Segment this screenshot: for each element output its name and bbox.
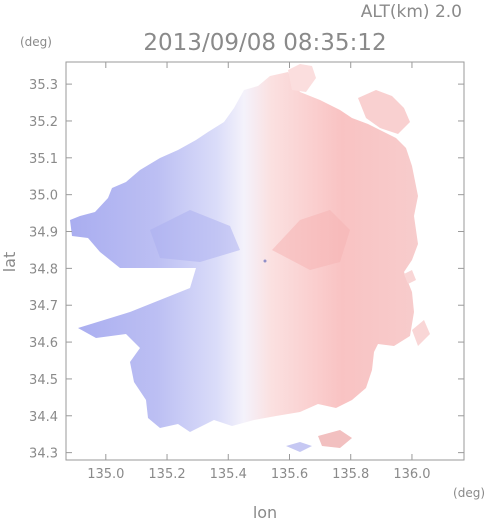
x-tick-label: 135.2 <box>148 467 185 482</box>
echo-speck-se <box>412 320 430 346</box>
approaching-core <box>150 210 240 262</box>
chart-subtitle: ALT(km) 2.0 <box>361 2 462 22</box>
y-tick-label: 34.4 <box>29 410 58 425</box>
y-tick-label: 35.2 <box>29 115 58 130</box>
y-unit-label: (deg) <box>20 35 52 49</box>
y-tick-label: 35.1 <box>29 152 58 167</box>
echo-speck-east <box>404 270 416 284</box>
x-tick-label: 135.0 <box>87 467 124 482</box>
y-axis-label: lat <box>0 252 19 273</box>
x-tick-label: 135.4 <box>210 467 247 482</box>
y-tick-label: 35.0 <box>29 189 58 204</box>
y-tick-label: 34.3 <box>29 447 58 462</box>
receding-core <box>272 210 350 270</box>
x-tick-label: 135.6 <box>271 467 308 482</box>
y-tick-label: 35.3 <box>29 78 58 93</box>
radar-center <box>263 259 267 263</box>
x-tick-label: 136.0 <box>393 467 430 482</box>
x-tick-label: 135.8 <box>332 467 369 482</box>
echo-blob-south-east <box>318 430 352 448</box>
chart-title: 2013/09/08 08:35:12 <box>143 30 386 56</box>
plot-frame <box>65 61 465 461</box>
y-tick-label: 34.7 <box>29 299 58 314</box>
y-tick-label: 34.8 <box>29 262 58 277</box>
echo-coverage <box>70 72 418 432</box>
y-tick-label: 34.6 <box>29 336 58 351</box>
y-tick-label: 34.5 <box>29 373 58 388</box>
x-unit-label: (deg) <box>453 486 485 500</box>
echo-blob-north <box>288 64 316 92</box>
y-tick-label: 34.9 <box>29 226 58 241</box>
echo-blob-south <box>286 442 312 452</box>
x-axis-label: lon <box>253 503 277 521</box>
echo-blob-ne <box>358 90 410 134</box>
velocity-field <box>70 64 430 452</box>
axes: 135.0 135.2 135.4 135.6 135.8 136.0 34.3 34.4 34… <box>29 61 465 482</box>
